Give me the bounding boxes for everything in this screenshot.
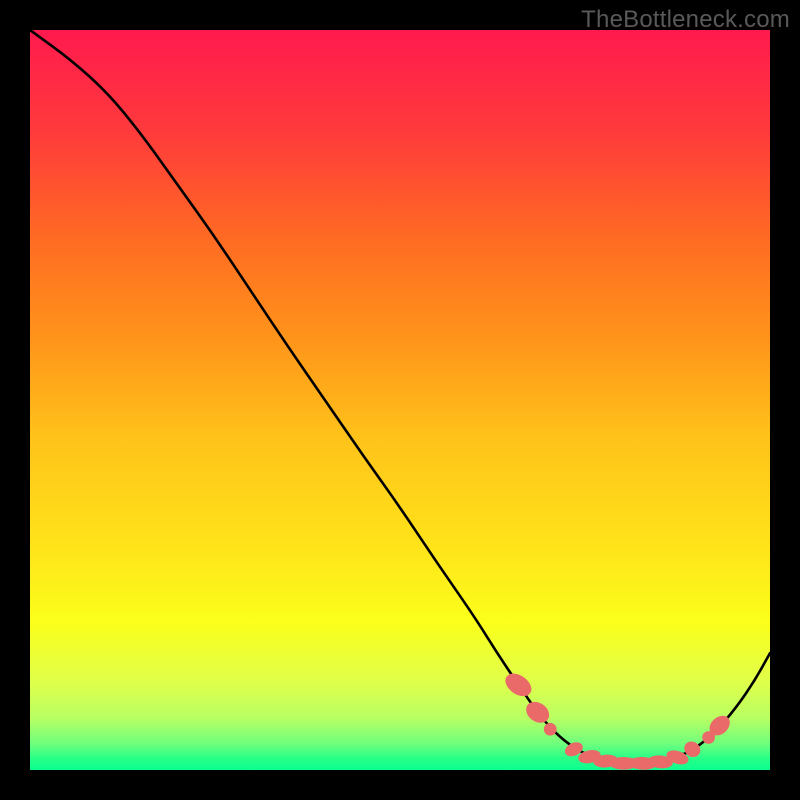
curve-marker (665, 748, 690, 766)
curve-marker (682, 739, 703, 760)
curve-marker (563, 740, 584, 758)
curve-marker (544, 723, 556, 735)
chart-frame: TheBottleneck.com (0, 0, 800, 800)
curve-marker (706, 712, 733, 739)
curve-marker (609, 757, 637, 769)
curve-layer (30, 30, 770, 770)
curve-marker (577, 749, 601, 765)
curve-marker (593, 754, 618, 768)
curve-marker (703, 731, 715, 743)
plot-area (30, 30, 770, 770)
bottleneck-curve (30, 30, 770, 763)
curve-marker (523, 698, 553, 727)
curve-marker (502, 669, 535, 700)
curve-marker (648, 755, 673, 769)
curve-markers (502, 669, 733, 769)
curve-marker (629, 757, 657, 770)
